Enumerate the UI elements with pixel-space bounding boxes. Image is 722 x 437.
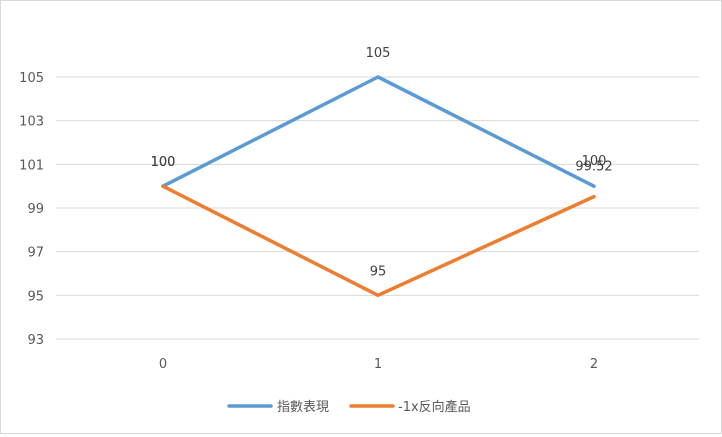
data-label: 99.52	[575, 160, 612, 175]
x-tick-label: 0	[159, 357, 167, 372]
y-tick-label: 97	[27, 246, 44, 261]
series-lines	[161, 75, 596, 298]
y-tick-label: 99	[27, 202, 44, 217]
legend-label-1: -1x反向產品	[398, 399, 471, 415]
data-label: 95	[370, 264, 387, 279]
data-label: 100	[151, 155, 176, 170]
data-label: 100	[582, 154, 607, 169]
legend-label-0: 指數表現	[277, 400, 329, 415]
x-tick-label: 1	[374, 357, 382, 372]
series-line-1	[161, 184, 596, 298]
legend: 指數表現 -1x反向產品	[227, 399, 471, 415]
y-tick-label: 105	[19, 71, 44, 86]
axes: 93 95 97 99 101 103 105 0 1 2	[19, 71, 598, 372]
x-tick-label: 2	[590, 357, 598, 372]
data-label: 105	[366, 46, 391, 61]
y-tick-label: 95	[27, 289, 44, 304]
y-tick-label: 103	[19, 115, 44, 130]
y-tick-label: 93	[27, 333, 44, 348]
series-line-0	[161, 75, 596, 188]
gridlines	[56, 76, 699, 340]
y-tick-label: 101	[19, 158, 44, 173]
data-label: 100	[151, 155, 176, 170]
